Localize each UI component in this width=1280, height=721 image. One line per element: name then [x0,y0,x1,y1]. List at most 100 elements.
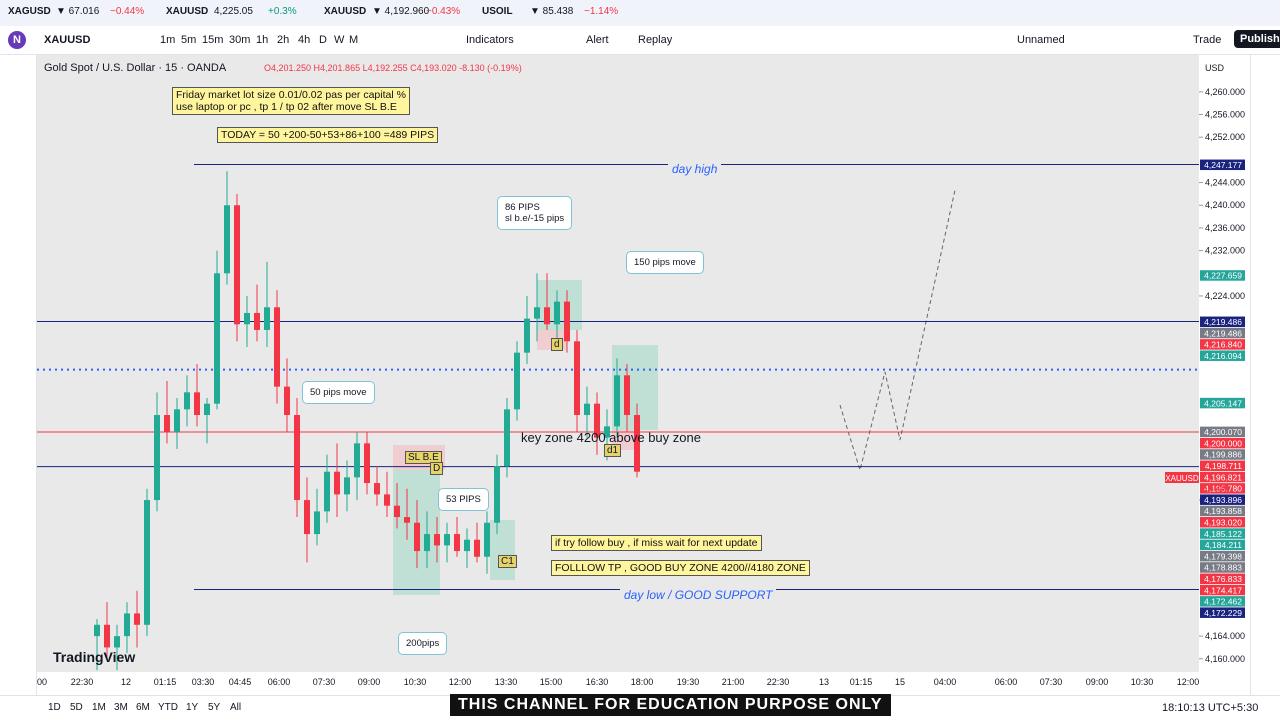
candle-body [534,307,540,319]
tab-price: ▼ 4,192.960 [372,6,430,17]
candle-body [174,409,180,433]
y-tick-label: 4,232.000 [1205,246,1245,256]
alert-button[interactable]: Alert [586,34,609,46]
legend-title: Gold Spot / U.S. Dollar · 15 · OANDA [44,62,227,74]
interval[interactable]: 2h [277,34,290,46]
tab-symbol[interactable]: USOIL [482,6,513,17]
replay-button[interactable]: Replay [638,34,673,46]
x-tick-label: 21:00 [722,677,745,687]
price-badge-label: 4,184.211 [1205,540,1242,550]
price-badge [1200,316,1245,328]
candle-body [504,409,510,467]
tab-symbol[interactable]: XAGUSD [8,6,51,17]
interval[interactable]: 5m [181,34,197,46]
candle-body [144,500,150,625]
candle-body [124,613,130,637]
callout: 50 pips move [302,381,375,404]
callout: 53 PIPS [438,488,489,511]
price-badge [1200,539,1245,551]
interval[interactable]: 30m [229,34,251,46]
callout: 150 pips move [626,251,704,274]
candle-body [414,522,420,552]
candle-body [344,477,350,495]
tab-price: ▼ 85.438 [530,6,574,17]
candle-body [94,624,100,637]
candle-body [424,534,430,552]
price-badge-label: 4,219.486 [1204,317,1242,327]
callout: 200pips [398,632,448,655]
y-tick-label: 4,240.000 [1205,200,1245,210]
range[interactable]: 5D [70,702,83,713]
tab-change: +0.3% [268,6,297,17]
interval[interactable]: 1m [160,34,176,46]
range[interactable]: 1M [92,702,106,713]
tab-change: −0.43% [426,6,461,17]
range[interactable]: 1D [48,702,61,713]
note-line: Friday market lot size 0.01/0.02 pas per… [176,89,406,101]
follow-note: if try follow buy , if miss wait for nex… [551,535,762,551]
x-tick-label: 06:00 [268,677,291,687]
price-badge-label: 4,247.177 [1204,160,1242,170]
price-badge-label: 4,205.147 [1204,398,1242,408]
price-badge [1200,437,1245,449]
candle-body [134,613,140,625]
avatar[interactable]: N [8,31,26,49]
x-tick-label: 07:30 [313,677,336,687]
candle-body [614,375,620,427]
x-tick-label: 03:30 [192,677,215,687]
interval[interactable]: 4h [298,34,311,46]
x-tick-label: 12:00 [449,677,472,687]
candle-body [554,301,560,325]
symbol-badge: XAUUSD [1165,474,1199,483]
y-tick-label: 4,252.000 [1205,132,1245,142]
candle-body [634,415,640,472]
symbol-search[interactable]: XAUUSD [44,34,91,46]
candle-body [374,483,380,495]
price-badge-label: 4,193.020 [1204,518,1242,528]
price-badge-label: 4,216.840 [1204,340,1242,350]
box [490,520,515,580]
tab-symbol[interactable]: XAUUSD [324,6,367,17]
trade-button[interactable]: Trade [1193,34,1222,46]
range[interactable]: All [230,702,242,713]
candle-body [304,500,310,535]
candle-body [394,505,400,518]
interval[interactable]: M [349,34,359,46]
range[interactable]: 6M [136,702,150,713]
price-badge-label: 4,199.886 [1204,450,1242,460]
price-badge [1200,460,1245,472]
price-badge [1200,584,1245,596]
projection [839,189,956,472]
interval[interactable]: W [334,34,345,46]
price-badge [1200,426,1245,438]
x-tick-label: 22:30 [767,677,790,687]
indicators-button[interactable]: Indicators [466,34,514,46]
range[interactable]: 1Y [186,702,199,713]
price-badge-label: 4,193.896 [1204,495,1242,505]
x-tick-label: 12 [121,677,131,687]
key-zone: key zone 4200 above buy zone [521,430,701,445]
price-badge [1200,562,1245,573]
countdown: 04:48 [1205,484,1226,493]
range[interactable]: 5Y [208,702,221,713]
publish-button[interactable]: Publish [1234,30,1280,48]
x-tick-label: 04:00 [934,677,957,687]
price-badge-label: 4,178.883 [1204,563,1242,573]
brand: TradingView [53,649,135,665]
candle-body [224,205,230,274]
x-tick-label: 16:30 [586,677,609,687]
range[interactable]: YTD [158,702,178,713]
x-tick-label: 00 [37,677,47,687]
candle-body [244,312,250,325]
tab-change: −0.44% [110,6,145,17]
interval[interactable]: 1h [256,34,269,46]
range[interactable]: 3M [114,702,128,713]
interval[interactable]: 15m [202,34,224,46]
tab-symbol[interactable]: XAUUSD [166,6,209,17]
candle-body [354,443,360,478]
layout-name[interactable]: Unnamed [1017,34,1065,46]
interval[interactable]: D [319,34,327,46]
tab-price: ▼ 67.016 [56,6,100,17]
price-badge-label: 4,195.780 [1204,484,1242,494]
